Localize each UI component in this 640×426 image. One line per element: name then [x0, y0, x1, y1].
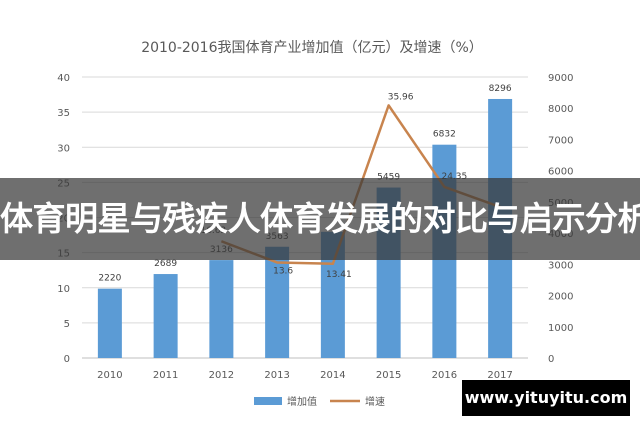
bar-data-label: 2220	[98, 274, 121, 284]
y-right-tick-label: 8000	[548, 104, 573, 115]
line-data-label: 35.96	[388, 92, 414, 102]
line-data-label: 13.6	[273, 266, 293, 276]
bar	[153, 274, 178, 358]
y-left-tick-label: 10	[57, 284, 70, 295]
x-tick-label: 2014	[320, 370, 345, 381]
bar-data-label: 8296	[489, 84, 512, 94]
y-right-tick-label: 6000	[548, 167, 573, 178]
x-tick-label: 2017	[487, 370, 512, 381]
legend-label: 增加值	[287, 395, 317, 408]
bar-data-label: 5459	[377, 173, 400, 183]
bar	[209, 260, 234, 358]
watermark: www.yituyitu.com	[462, 380, 630, 416]
y-right-tick-label: 3000	[548, 260, 573, 271]
title-banner: 体育明星与残疾人体育发展的对比与启示分析	[0, 178, 640, 260]
x-tick-label: 2010	[97, 370, 122, 381]
y-right-tick-label: 7000	[548, 135, 573, 146]
x-tick-label: 2016	[432, 370, 457, 381]
y-left-tick-label: 5	[64, 319, 70, 330]
x-tick-label: 2013	[264, 370, 289, 381]
y-right-tick-label: 1000	[548, 323, 573, 334]
line-data-label: 24.35	[441, 172, 467, 182]
x-tick-label: 2012	[209, 370, 234, 381]
banner-text: 体育明星与残疾人体育发展的对比与启示分析	[0, 199, 640, 238]
y-right-tick-label: 9000	[548, 73, 573, 84]
bar	[265, 246, 290, 358]
y-left-tick-label: 35	[57, 108, 70, 119]
line-data-label: 13.41	[326, 270, 352, 280]
bar-data-label: 2689	[154, 259, 177, 269]
bar-data-label: 6832	[433, 130, 456, 140]
y-right-tick-label: 2000	[548, 292, 573, 303]
legend-label: 增速	[365, 395, 385, 408]
x-tick-label: 2011	[153, 370, 178, 381]
y-left-tick-label: 0	[64, 354, 70, 365]
legend-swatch-bar	[254, 397, 282, 405]
y-left-tick-label: 40	[57, 73, 70, 84]
x-tick-label: 2015	[376, 370, 401, 381]
y-right-tick-label: 0	[548, 354, 554, 365]
chart-title: 2010-2016我国体育产业增加值（亿元）及增速（%）	[141, 40, 483, 56]
y-left-tick-label: 30	[57, 143, 70, 154]
bar	[97, 288, 122, 358]
